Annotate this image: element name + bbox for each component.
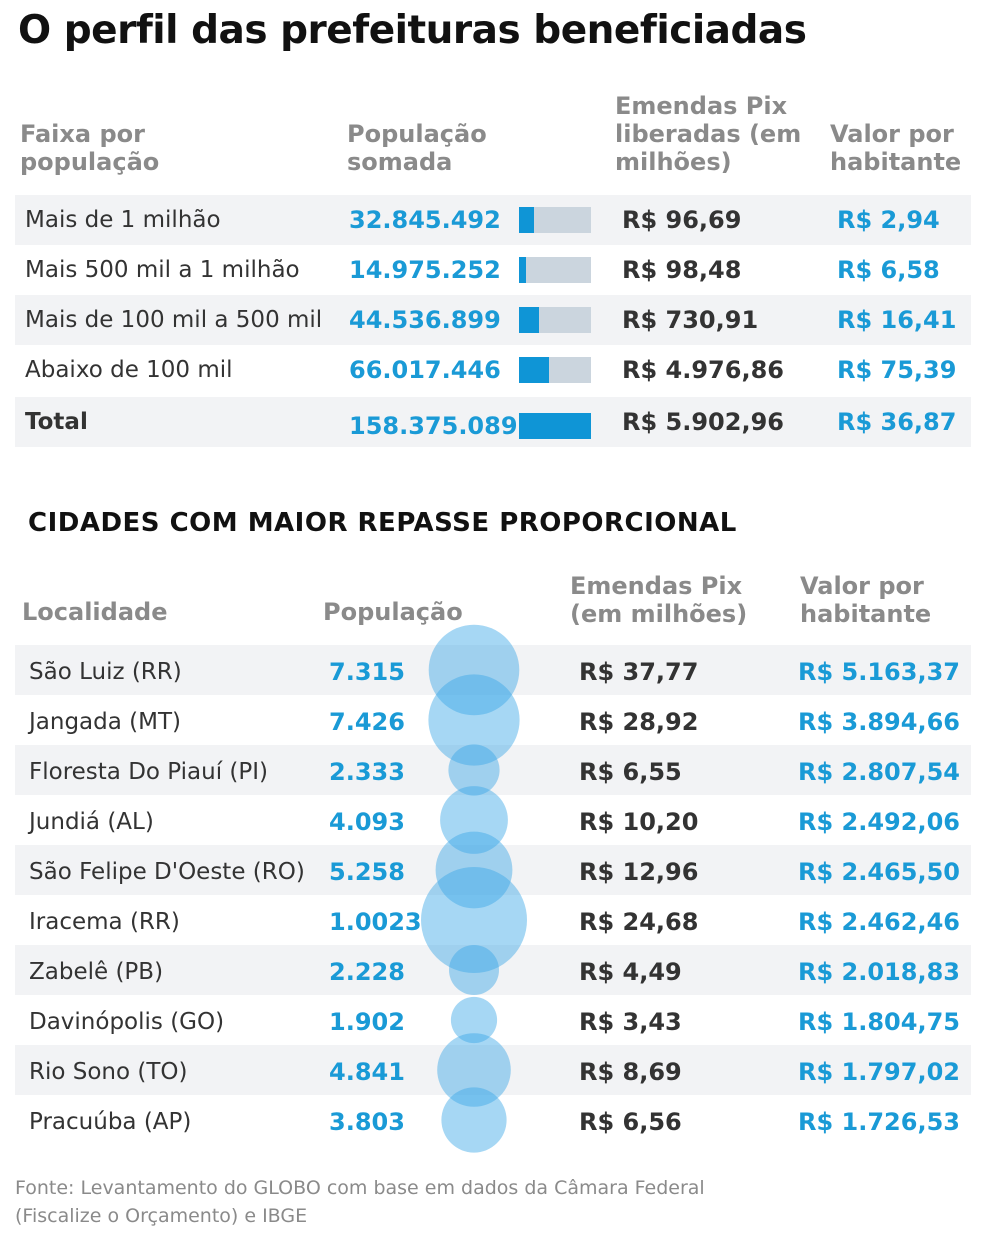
header-populacao: População — [323, 598, 463, 626]
valor-cell: R$ 6,58 — [837, 256, 940, 284]
populacao-cell: 1.0023 — [329, 908, 422, 936]
table-row: São Luiz (RR) 7.315 R$ 37,77 R$ 5.163,37 — [15, 645, 971, 695]
populacao-cell: 2.333 — [329, 758, 405, 786]
valor-cell: R$ 16,41 — [837, 306, 957, 334]
population-bar — [519, 357, 549, 383]
emendas-cell: R$ 4,49 — [579, 958, 682, 986]
populacao-cell: 2.228 — [329, 958, 405, 986]
table-row: Jundiá (AL) 4.093 R$ 10,20 R$ 2.492,06 — [15, 795, 971, 845]
table-row: São Felipe D'Oeste (RO) 5.258 R$ 12,96 R$ 2… — [15, 845, 971, 895]
populacao-cell: 4.841 — [329, 1058, 405, 1086]
source-line-2: (Fiscalize o Orçamento) e IBGE — [15, 1205, 308, 1227]
emendas-cell: R$ 96,69 — [622, 206, 742, 234]
populacao-cell: 14.975.252 — [349, 256, 501, 284]
table-row: Floresta Do Piauí (PI) 2.333 R$ 6,55 R$ 2.8… — [15, 745, 971, 795]
populacao-cell: 5.258 — [329, 858, 405, 886]
emendas-cell: R$ 98,48 — [622, 256, 742, 284]
valor-cell: R$ 1.797,02 — [798, 1058, 960, 1086]
valor-cell: R$ 75,39 — [837, 356, 957, 384]
table-row: Zabelê (PB) 2.228 R$ 4,49 R$ 2.018,83 — [15, 945, 971, 995]
population-bar — [519, 307, 539, 333]
emendas-cell: R$ 3,43 — [579, 1008, 682, 1036]
table-row: Mais 500 mil a 1 milhão 14.975.252 R$ 98… — [15, 245, 971, 295]
emendas-cell: R$ 12,96 — [579, 858, 699, 886]
valor-cell: R$ 2.018,83 — [798, 958, 960, 986]
table-row: Abaixo de 100 mil 66.017.446 R$ 4.976,86… — [15, 345, 971, 395]
localidade-cell: Iracema (RR) — [29, 909, 180, 935]
faixa-cell: Mais de 100 mil a 500 mil — [25, 307, 323, 333]
emendas-cell: R$ 4.976,86 — [622, 356, 784, 384]
valor-cell: R$ 2,94 — [837, 206, 940, 234]
table-row: Mais de 1 milhão 32.845.492 R$ 96,69 R$ … — [15, 195, 971, 245]
population-bar — [519, 207, 534, 233]
populacao-cell: 44.536.899 — [349, 306, 501, 334]
populacao-cell: 32.845.492 — [349, 206, 501, 234]
valor-cell: R$ 2.492,06 — [798, 808, 960, 836]
populacao-cell: 7.315 — [329, 658, 405, 686]
page-title: O perfil das prefeituras beneficiadas — [18, 8, 807, 53]
populacao-cell: 66.017.446 — [349, 356, 501, 384]
localidade-cell: Jundiá (AL) — [29, 809, 154, 835]
table-row: Jangada (MT) 7.426 R$ 28,92 R$ 3.894,66 — [15, 695, 971, 745]
header-populacao-somada: População somada — [347, 120, 487, 176]
emendas-cell: R$ 28,92 — [579, 708, 699, 736]
emendas-cell: R$ 8,69 — [579, 1058, 682, 1086]
population-bar — [519, 257, 526, 283]
valor-cell: R$ 1.804,75 — [798, 1008, 960, 1036]
table-row: Rio Sono (TO) 4.841 R$ 8,69 R$ 1.797,02 — [15, 1045, 971, 1095]
localidade-cell: Pracuúba (AP) — [29, 1109, 192, 1135]
total-label: Total — [25, 409, 88, 435]
header-emendas: Emendas Pix liberadas (em milhões) — [615, 92, 802, 176]
faixa-cell: Mais de 1 milhão — [25, 207, 221, 233]
localidade-cell: Zabelê (PB) — [29, 959, 164, 985]
emendas-cell: R$ 6,56 — [579, 1108, 682, 1136]
source-line-1: Fonte: Levantamento do GLOBO com base em… — [15, 1177, 705, 1199]
localidade-cell: Davinópolis (GO) — [29, 1009, 225, 1035]
emendas-cell: R$ 24,68 — [579, 908, 699, 936]
populacao-cell: 3.803 — [329, 1108, 405, 1136]
header-localidade: Localidade — [22, 598, 168, 626]
localidade-cell: Jangada (MT) — [29, 709, 181, 735]
table-row: Iracema (RR) 1.0023 R$ 24,68 R$ 2.462,46 — [15, 895, 971, 945]
header-valor-2: Valor por habitante — [800, 572, 932, 628]
emendas-cell: R$ 730,91 — [622, 306, 759, 334]
source-note: Fonte: Levantamento do GLOBO com base em… — [15, 1174, 705, 1230]
table-row: Davinópolis (GO) 1.902 R$ 3,43 R$ 1.804,75 — [15, 995, 971, 1045]
population-bar-total — [519, 413, 591, 439]
valor-cell: R$ 1.726,53 — [798, 1108, 960, 1136]
table-row: Pracuúba (AP) 3.803 R$ 6,56 R$ 1.726,53 — [15, 1095, 971, 1145]
faixa-cell: Abaixo de 100 mil — [25, 357, 233, 383]
population-bar-track — [519, 257, 591, 283]
table-row-total: Total 158.375.089 R$ 5.902,96 R$ 36,87 — [15, 397, 971, 447]
total-valor: R$ 36,87 — [837, 408, 957, 436]
populacao-cell: 4.093 — [329, 808, 405, 836]
table-row: Mais de 100 mil a 500 mil 44.536.899 R$ … — [15, 295, 971, 345]
header-emendas-2: Emendas Pix (em milhões) — [570, 572, 748, 628]
header-valor: Valor por habitante — [830, 120, 962, 176]
valor-cell: R$ 2.807,54 — [798, 758, 960, 786]
localidade-cell: Floresta Do Piauí (PI) — [29, 759, 269, 785]
emendas-cell: R$ 10,20 — [579, 808, 699, 836]
populacao-cell: 7.426 — [329, 708, 405, 736]
emendas-cell: R$ 37,77 — [579, 658, 699, 686]
populacao-cell: 1.902 — [329, 1008, 405, 1036]
valor-cell: R$ 2.462,46 — [798, 908, 960, 936]
section-title: CIDADES COM MAIOR REPASSE PROPORCIONAL — [28, 508, 737, 538]
localidade-cell: Rio Sono (TO) — [29, 1059, 188, 1085]
localidade-cell: São Luiz (RR) — [29, 659, 182, 685]
valor-cell: R$ 2.465,50 — [798, 858, 960, 886]
localidade-cell: São Felipe D'Oeste (RO) — [29, 859, 305, 885]
valor-cell: R$ 3.894,66 — [798, 708, 960, 736]
header-faixa: Faixa por população — [20, 120, 160, 176]
emendas-cell: R$ 6,55 — [579, 758, 682, 786]
valor-cell: R$ 5.163,37 — [798, 658, 960, 686]
total-emendas: R$ 5.902,96 — [622, 408, 784, 436]
faixa-cell: Mais 500 mil a 1 milhão — [25, 257, 300, 283]
total-populacao: 158.375.089 — [349, 412, 518, 440]
